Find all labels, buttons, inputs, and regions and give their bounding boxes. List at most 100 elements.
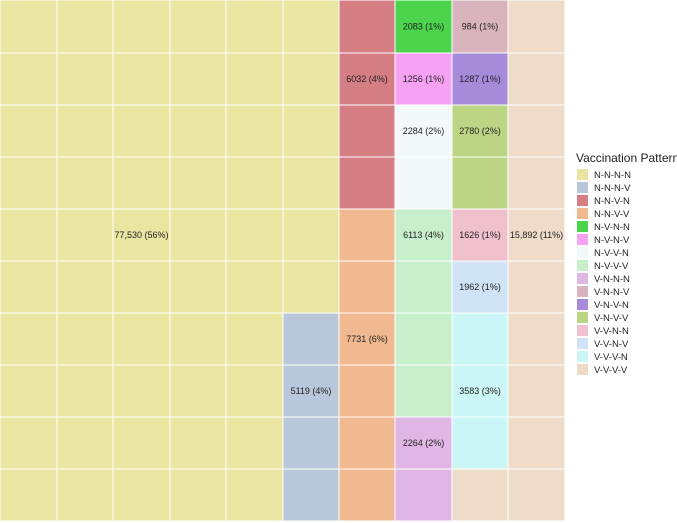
waffle-cell-n-n-v-n	[338, 0, 396, 54]
waffle-cell-n-n-n-n	[169, 416, 227, 470]
waffle-cell-v-v-v-v	[507, 52, 566, 106]
waffle-cell-n-n-n-n	[0, 52, 58, 106]
data-label-v-v-v-v: 15,892 (11%)	[510, 230, 563, 240]
waffle-cell-v-v-v-v	[507, 364, 566, 418]
waffle-cell-v-n-v-n	[451, 52, 509, 106]
legend-swatch-n-n-n-n	[577, 169, 588, 180]
legend-label-v-v-n-n: V-V-N-N	[594, 326, 629, 337]
waffle-cell-n-n-n-n	[282, 104, 340, 158]
data-label-v-n-v-v: 2780 (2%)	[459, 126, 501, 136]
waffle-cell-n-n-v-v	[338, 416, 396, 470]
legend-title: Vaccination Pattern	[576, 151, 677, 165]
waffle-cell-n-v-v-v	[394, 312, 453, 366]
legend-swatch-n-v-v-n	[577, 247, 588, 258]
waffle-cell-n-n-n-n	[225, 416, 284, 470]
waffle-cell-v-n-n-n	[394, 468, 453, 522]
waffle-cell-v-v-v-v	[507, 156, 566, 210]
waffle-cell-n-n-v-v	[338, 312, 396, 366]
waffle-cell-n-n-n-n	[169, 312, 227, 366]
data-label-v-n-n-v: 984 (1%)	[462, 22, 499, 32]
waffle-cell-n-n-v-n	[338, 156, 396, 210]
waffle-cell-v-v-v-v	[507, 0, 566, 54]
waffle-cell-n-n-n-n	[112, 104, 171, 158]
waffle-labels: 77,530 (56%) 5119 (4%) 6032 (4%) 7731 (6%) 2…	[114, 22, 563, 449]
legend-label-n-v-v-n: N-V-V-N	[594, 248, 629, 259]
data-label-n-v-n-v: 1256 (1%)	[403, 74, 445, 84]
legend-label-v-n-n-n: V-N-N-N	[594, 274, 630, 285]
waffle-cell-v-n-v-v	[451, 156, 509, 210]
waffle-cell-n-n-n-n	[282, 208, 340, 262]
data-label-v-v-n-n: 1626 (1%)	[459, 230, 501, 240]
data-label-n-v-v-v: 6113 (4%)	[403, 230, 444, 240]
legend-label-n-v-n-v: N-V-N-V	[594, 235, 630, 246]
waffle-cell-n-n-n-n	[169, 52, 227, 106]
waffle-cell-v-v-n-v	[451, 260, 509, 314]
waffle-cell-n-n-n-n	[56, 468, 114, 522]
waffle-cell-n-v-v-v	[394, 208, 453, 262]
waffle-cell-n-n-n-v	[282, 312, 340, 366]
waffle-cell-n-n-n-n	[112, 364, 171, 418]
data-label-v-v-v-n: 3583 (3%)	[459, 386, 501, 396]
data-label-v-n-n-n: 2264 (2%)	[403, 438, 445, 448]
data-label-n-n-n-n: 77,530 (56%)	[114, 230, 168, 240]
legend-label-v-n-v-n: V-N-V-N	[594, 300, 629, 311]
waffle-cell-v-v-v-v	[507, 312, 566, 366]
waffle-cell-v-v-v-v	[451, 468, 509, 522]
waffle-cell-n-n-n-n	[225, 312, 284, 366]
waffle-cell-n-n-v-v	[338, 260, 396, 314]
waffle-cell-n-n-n-n	[225, 156, 284, 210]
waffle-cell-n-n-n-n	[56, 104, 114, 158]
waffle-cell-n-n-n-n	[169, 0, 227, 54]
legend-swatch-v-n-n-v	[577, 286, 588, 297]
data-label-n-n-v-n: 6032 (4%)	[346, 74, 388, 84]
waffle-cell-n-n-n-n	[0, 104, 58, 158]
waffle-cell-n-n-v-n	[338, 104, 396, 158]
legend-label-v-v-v-v: V-V-V-V	[594, 365, 628, 376]
waffle-cell-n-n-n-n	[0, 208, 58, 262]
waffle-cell-n-n-n-n	[0, 260, 58, 314]
legend-swatch-n-n-v-v	[577, 208, 588, 219]
waffle-cell-n-n-n-n	[169, 208, 227, 262]
waffle-cell-v-v-v-n	[451, 312, 509, 366]
waffle-cell-n-n-n-n	[112, 0, 171, 54]
waffle-cell-n-n-v-v	[338, 208, 396, 262]
legend: Vaccination Pattern N-N-N-N N-N-N-V N-N-V-…	[576, 151, 677, 376]
waffle-cell-n-v-v-n	[394, 156, 453, 210]
waffle-cell-n-n-n-n	[225, 52, 284, 106]
legend-swatch-n-v-n-v	[577, 234, 588, 245]
legend-label-n-n-v-v: N-N-V-V	[594, 209, 630, 220]
waffle-cell-n-n-n-n	[112, 312, 171, 366]
waffle-cell-n-n-n-n	[112, 260, 171, 314]
waffle-cell-n-v-v-v	[394, 364, 453, 418]
waffle-cell-n-n-n-n	[169, 104, 227, 158]
waffle-cell-n-n-n-n	[56, 52, 114, 106]
waffle-cell-v-v-v-n	[451, 416, 509, 470]
legend-swatch-n-v-v-v	[577, 260, 588, 271]
data-label-n-v-n-n: 2083 (1%)	[403, 22, 445, 32]
waffle-cell-n-n-n-n	[225, 104, 284, 158]
waffle-cell-n-n-n-n	[56, 364, 114, 418]
legend-label-n-v-v-v: N-V-V-V	[594, 261, 629, 272]
waffle-cell-n-n-n-n	[112, 468, 171, 522]
waffle-cell-n-n-n-n	[169, 260, 227, 314]
legend-swatch-n-n-v-n	[577, 195, 588, 206]
waffle-cell-n-n-n-n	[56, 312, 114, 366]
waffle-cell-v-v-n-n	[451, 208, 509, 262]
waffle-cell-n-n-n-n	[0, 312, 58, 366]
waffle-cell-n-v-n-n	[394, 0, 453, 54]
waffle-cell-v-n-n-v	[451, 0, 509, 54]
legend-swatch-v-n-v-n	[577, 299, 588, 310]
waffle-cell-n-n-n-n	[112, 416, 171, 470]
data-label-n-n-n-v: 5119 (4%)	[291, 386, 332, 396]
legend-swatch-v-v-v-v	[577, 364, 588, 375]
waffle-cell-n-v-v-n	[394, 104, 453, 158]
waffle-cell-n-n-n-n	[56, 416, 114, 470]
legend-swatch-v-n-v-v	[577, 312, 588, 323]
legend-label-n-v-n-n: N-V-N-N	[594, 222, 630, 233]
legend-label-n-n-v-n: N-N-V-N	[594, 196, 630, 207]
legend-label-n-n-n-n: N-N-N-N	[594, 170, 631, 181]
legend-swatch-n-v-n-n	[577, 221, 588, 232]
waffle-cell-n-n-n-n	[169, 156, 227, 210]
waffle-cell-n-n-n-n	[56, 0, 114, 54]
